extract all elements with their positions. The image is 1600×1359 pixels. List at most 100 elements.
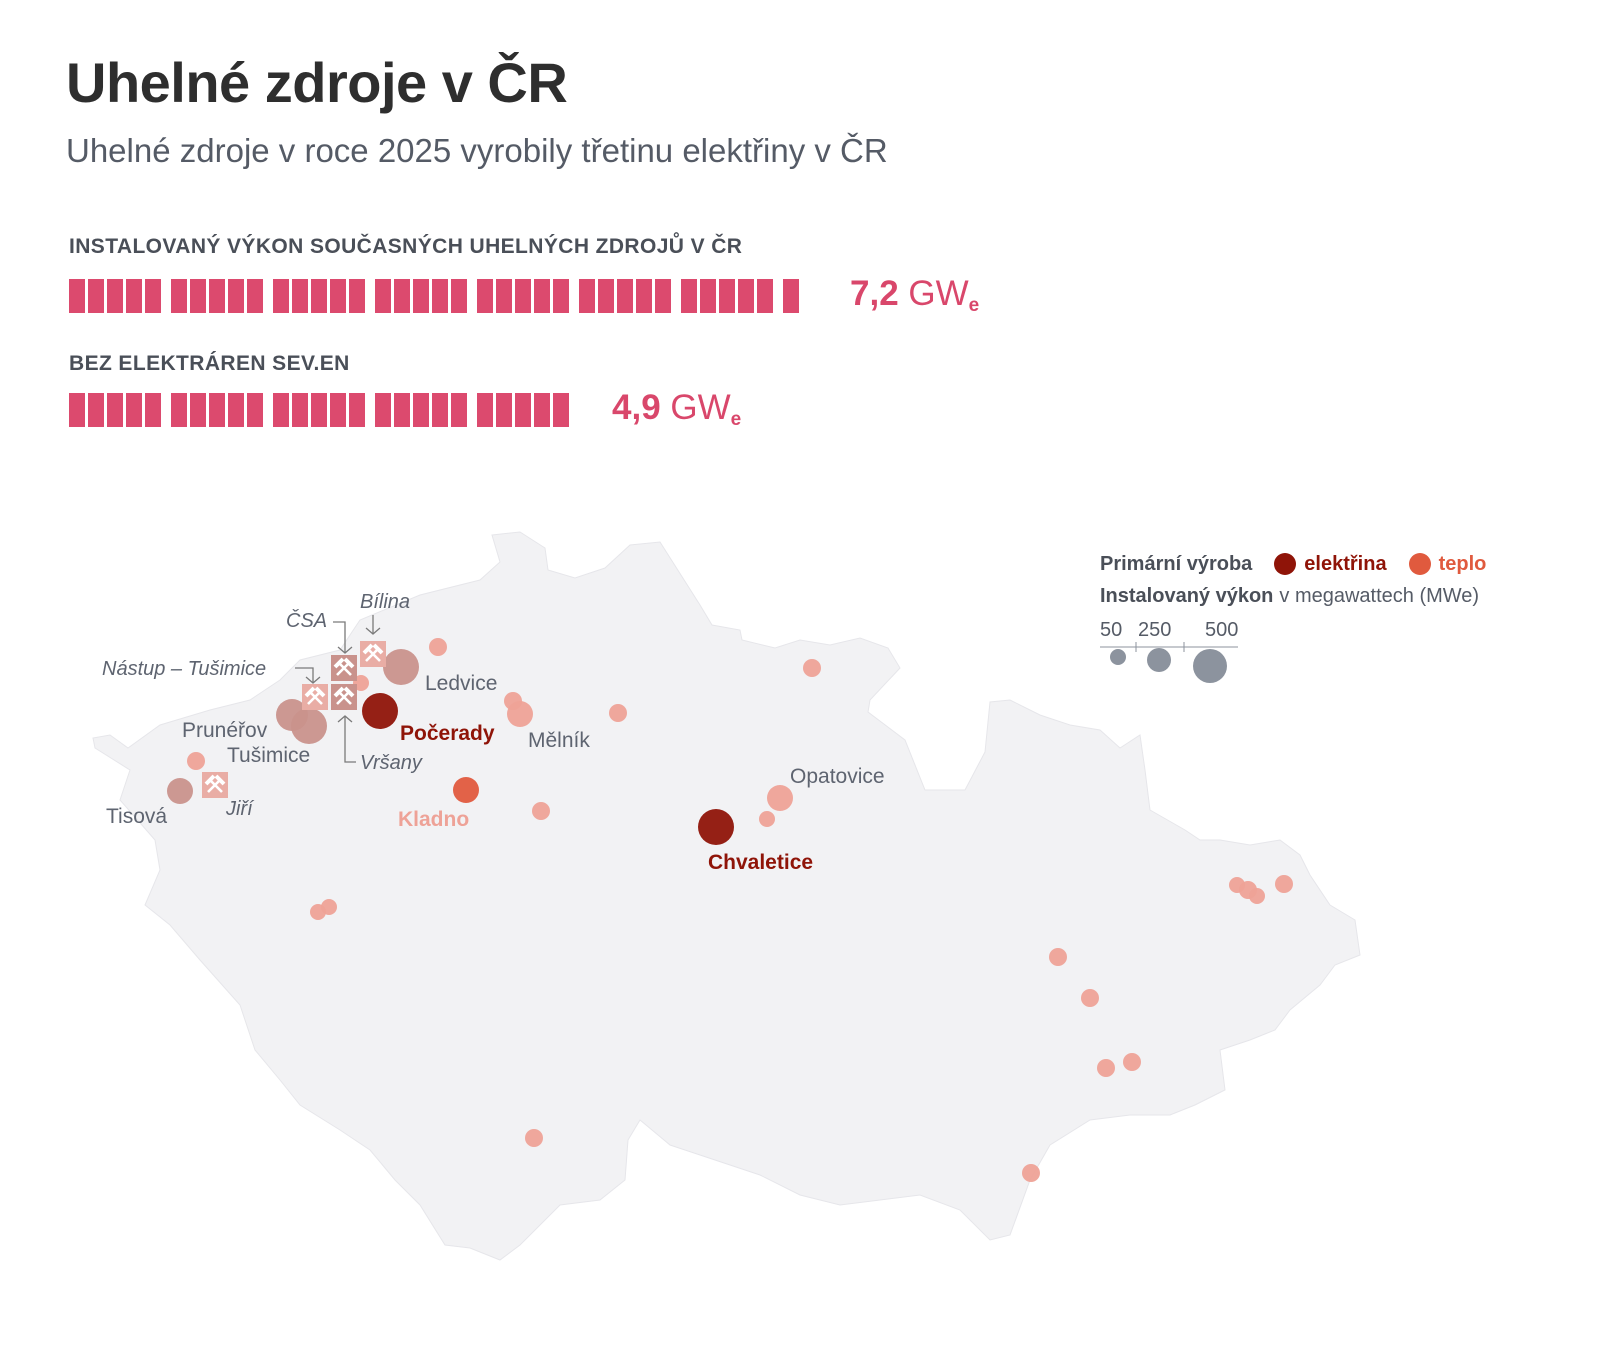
mine-label-jiri: Jiří xyxy=(225,798,255,820)
label-pocerady: Počerady xyxy=(400,722,495,745)
without-seven-unit-block xyxy=(145,393,161,427)
installed-capacity-unit-block xyxy=(209,279,225,313)
installed-capacity-unit-block xyxy=(88,279,104,313)
installed-capacity-unit-block xyxy=(738,279,754,313)
mine-label-csa: ČSA xyxy=(286,609,327,632)
mine-jiri-icon-handles xyxy=(207,779,223,793)
plant-tisova-circle xyxy=(167,778,193,804)
mine-jiri-icon-heads xyxy=(204,774,226,786)
installed-capacity-unit-block xyxy=(190,279,206,313)
without-seven-unit-block xyxy=(394,393,410,427)
plant-heat-plant-circle xyxy=(525,1129,543,1147)
without-seven-unit-block xyxy=(432,393,448,427)
without-seven-unit-block xyxy=(107,393,123,427)
without-seven-unit-block xyxy=(126,393,142,427)
installed-capacity-unit-block xyxy=(330,279,346,313)
mine-vrsany-hammer-icon xyxy=(331,684,357,710)
installed-capacity-unit-block xyxy=(579,279,595,313)
installed-capacity-unit-block xyxy=(636,279,652,313)
installed-capacity-unit-block xyxy=(617,279,633,313)
legend-capacity-unit: v megawattech (MWe) xyxy=(1279,584,1480,607)
plant-heat-plant-circle xyxy=(1097,1059,1115,1077)
installed-capacity-unit-block xyxy=(349,279,365,313)
mine-bilina-icon-handles xyxy=(365,648,381,662)
legend-primary-row: Primární výroba elektřina teplo xyxy=(1100,548,1486,580)
without-seven-unit-block xyxy=(375,393,391,427)
installed-capacity-unit-block xyxy=(515,279,531,313)
without-seven-unit-block xyxy=(451,393,467,427)
label-ledvice: Ledvice xyxy=(425,672,497,695)
mine-label-nastup: Nástup – Tušimice xyxy=(102,658,266,680)
mine-leader-lines xyxy=(295,615,381,763)
installed-capacity-unit-block xyxy=(655,279,671,313)
plant-heat-plant-circle xyxy=(1275,875,1293,893)
vrsany-leader-line xyxy=(344,716,356,763)
installed-capacity-unit-block xyxy=(69,279,85,313)
czech-republic-shape xyxy=(92,531,1361,1261)
mine-csa-hammer-icon xyxy=(331,655,357,681)
installed-capacity-unit-block xyxy=(171,279,187,313)
without-seven-unit-block xyxy=(209,393,225,427)
mine-nastup-icon-handles xyxy=(307,691,323,705)
nastup-leader-line xyxy=(295,667,314,683)
mine-nastup-hammer-icon xyxy=(302,684,328,710)
label-kladno: Kladno xyxy=(398,808,469,831)
without-seven-unit-block xyxy=(534,393,550,427)
without-seven-label: BEZ ELEKTRÁREN SEV.EN xyxy=(69,352,350,375)
plant-tusimice-circle xyxy=(291,708,327,744)
without-seven-unit-block xyxy=(292,393,308,427)
without-seven-unit-block xyxy=(69,393,85,427)
mine-vrsany-icon-heads xyxy=(333,686,355,698)
legend-size-scale: 50 250 500 xyxy=(1100,619,1238,683)
installed-capacity-unit-block xyxy=(228,279,244,313)
plant-pocerady-circle xyxy=(362,693,398,729)
label-prunerov: Prunéřov xyxy=(182,719,268,742)
without-seven-value: 4,9 GWe xyxy=(612,388,742,430)
plant-heat-plant-circle xyxy=(504,692,522,710)
installed-capacity-unit-block xyxy=(534,279,550,313)
mine-label-bilina: Bílina xyxy=(360,591,410,613)
without-seven-unit-block xyxy=(247,393,263,427)
mine-csa-icon-handles xyxy=(336,662,352,676)
installed-capacity-unit-block xyxy=(757,279,773,313)
without-seven-unit-block xyxy=(496,393,512,427)
nastup-arrowhead xyxy=(305,676,321,684)
plant-heat-plant-circle xyxy=(609,704,627,722)
bilina-arrowhead xyxy=(365,627,381,635)
plant-heat-plant-circle xyxy=(187,752,205,770)
installed-capacity-unit-block xyxy=(477,279,493,313)
page-title: Uhelné zdroje v ČR xyxy=(66,51,568,114)
installed-capacity-unit-block xyxy=(126,279,142,313)
plant-chvaletice-circle xyxy=(698,809,734,845)
vrsany-arrowhead xyxy=(337,715,353,723)
without-seven-unit-block xyxy=(88,393,104,427)
installed-capacity-unit-block xyxy=(598,279,614,313)
without-seven-unit-block xyxy=(413,393,429,427)
without-seven-bar xyxy=(69,393,829,427)
plant-opatovice-circle xyxy=(767,785,793,811)
installed-capacity-unit-block xyxy=(496,279,512,313)
legend-size-circle-50 xyxy=(1110,649,1126,665)
installed-capacity-unit-block xyxy=(311,279,327,313)
map-legend: Primární výroba elektřina teplo Instalov… xyxy=(1100,548,1486,612)
installed-capacity-unit-block xyxy=(783,279,799,313)
legend-heat-label: teplo xyxy=(1438,552,1487,575)
mine-label-vrsany: Vršany xyxy=(360,752,423,774)
installed-capacity-unit-block xyxy=(273,279,289,313)
without-seven-unit-block xyxy=(477,393,493,427)
installed-capacity-unit-block xyxy=(394,279,410,313)
installed-capacity-unit-block xyxy=(432,279,448,313)
plant-heat-plant-circle xyxy=(803,659,821,677)
label-tusimice: Tušimice xyxy=(227,744,310,767)
installed-capacity-unit-block xyxy=(107,279,123,313)
without-seven-unit-block xyxy=(228,393,244,427)
page-subtitle: Uhelné zdroje v roce 2025 vyrobily třeti… xyxy=(66,132,888,169)
label-tisova: Tisová xyxy=(106,805,167,828)
legend-size-250: 250 xyxy=(1138,619,1171,641)
installed-capacity-unit-block xyxy=(700,279,716,313)
label-opatovice: Opatovice xyxy=(790,765,885,788)
legend-size-50: 50 xyxy=(1100,619,1122,641)
installed-capacity-unit-block xyxy=(719,279,735,313)
legend-primary-label: Primární výroba xyxy=(1100,552,1253,575)
plant-heat-plant-circle xyxy=(532,802,550,820)
